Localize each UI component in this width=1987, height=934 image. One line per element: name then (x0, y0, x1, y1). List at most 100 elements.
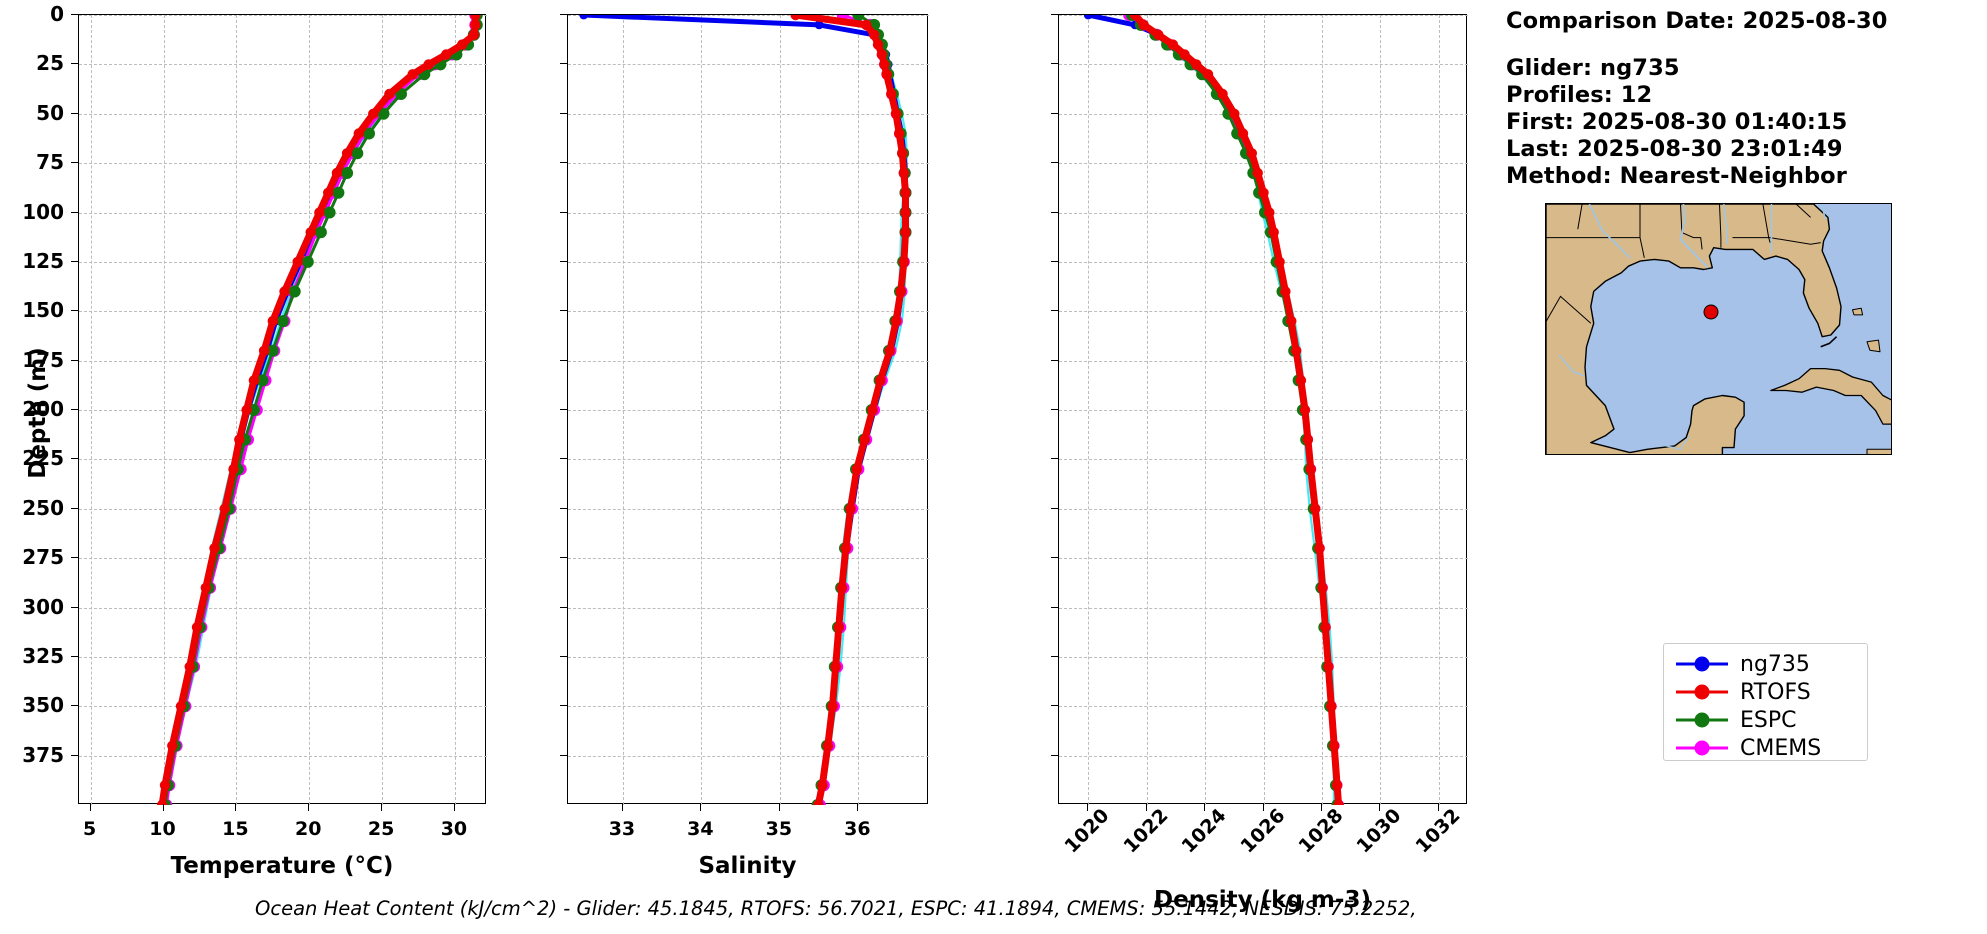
x-tick-label: 10 (149, 818, 176, 840)
x-tick-label: 1020 (1060, 804, 1114, 858)
y-tick-mark (71, 162, 78, 164)
ocean-heat-content-caption: Ocean Heat Content (kJ/cm^2) - Glider: 4… (255, 897, 1417, 920)
y-tick-label: 325 (22, 643, 64, 668)
grid-line-horizontal (79, 163, 487, 165)
map-lat-tick-mark (1545, 254, 1546, 256)
grid-line-horizontal (79, 607, 487, 609)
y-tick-mark (71, 557, 78, 559)
map-lat-tick-mark (1545, 406, 1546, 408)
series-canvas (156, 15, 483, 805)
y-tick-mark (1051, 14, 1058, 15)
x-tick-label: 34 (687, 818, 714, 840)
y-tick-label: 50 (36, 100, 64, 125)
y-tick-mark (71, 260, 78, 262)
y-tick-mark (560, 112, 567, 114)
y-tick-mark (71, 606, 78, 608)
y-tick-mark (560, 162, 567, 164)
y-tick-label: 125 (22, 248, 64, 273)
y-tick-label: 350 (22, 693, 64, 718)
y-tick-mark (1051, 162, 1058, 164)
map-lat-minor-tick (1545, 380, 1546, 382)
y-tick-mark (560, 507, 567, 509)
y-tick-mark (560, 655, 567, 657)
grid-line-horizontal (79, 706, 487, 708)
grid-line-horizontal (79, 459, 487, 461)
y-tick-label: 150 (22, 298, 64, 323)
y-tick-mark (560, 557, 567, 559)
grid-line-horizontal (568, 607, 929, 609)
map-lat-minor-tick (1545, 280, 1546, 282)
series-line-ng735 (583, 15, 908, 805)
grid-line-horizontal (79, 261, 487, 263)
legend-item-ng735[interactable]: ng735 (1664, 650, 1867, 678)
map-lon-tick-mark (1654, 203, 1656, 204)
map-lon-minor-tick (1806, 203, 1808, 204)
y-tick-mark (560, 14, 567, 15)
x-tick-mark (89, 804, 91, 811)
legend-label: ng735 (1740, 651, 1810, 677)
map-lon-tick-mark (1611, 203, 1613, 204)
series-line-rtofs (158, 15, 479, 805)
series-canvas (579, 15, 912, 805)
y-tick-mark (71, 655, 78, 657)
x-tick-label: 1026 (1236, 804, 1289, 858)
grid-line-horizontal (79, 15, 487, 16)
map-lon-minor-tick (1676, 203, 1678, 204)
x-axis-title-1: Temperature (°C) (170, 853, 394, 879)
legend-marker-icon (1676, 710, 1728, 730)
grid-line-horizontal (568, 113, 929, 115)
glider-location-marker[interactable] (1703, 304, 1719, 320)
map-lon-minor-tick (1633, 203, 1635, 204)
x-tick-mark (1145, 804, 1147, 811)
grid-line-horizontal (1059, 360, 1468, 362)
grid-line-horizontal (568, 656, 929, 658)
map-lon-minor-tick (1763, 203, 1765, 204)
grid-line-horizontal (568, 558, 929, 560)
grid-line-horizontal (568, 508, 929, 510)
y-tick-mark (71, 14, 78, 15)
grid-line-horizontal (568, 212, 929, 214)
legend-item-cmems[interactable]: CMEMS (1664, 734, 1867, 762)
y-tick-label: 375 (22, 742, 64, 767)
map-lat-tick-mark (1545, 355, 1546, 357)
grid-line-horizontal (1059, 15, 1468, 16)
legend-label: ESPC (1740, 707, 1797, 733)
grid-line-horizontal (568, 755, 929, 757)
y-tick-mark (71, 705, 78, 707)
x-tick-mark (778, 804, 780, 811)
legend-item-rtofs[interactable]: RTOFS (1664, 678, 1867, 706)
grid-line-horizontal (568, 360, 929, 362)
grid-line-horizontal (79, 656, 487, 658)
map-lon-minor-tick (1850, 203, 1852, 204)
grid-line-horizontal (1059, 64, 1468, 66)
grid-line-horizontal (568, 311, 929, 313)
y-tick-mark (560, 310, 567, 312)
grid-line-horizontal (79, 558, 487, 560)
x-tick-mark (1379, 804, 1381, 811)
map-lon-tick-mark (1828, 203, 1830, 204)
y-tick-mark (1051, 606, 1058, 608)
y-tick-mark (71, 458, 78, 460)
grid-line-horizontal (568, 261, 929, 263)
x-tick-mark (1320, 804, 1322, 811)
y-tick-mark (560, 754, 567, 756)
plot-axes-3 (1058, 14, 1468, 805)
map-lon-minor-tick (1720, 203, 1722, 204)
glider-line: Glider: ng735 (1506, 55, 1680, 81)
y-tick-mark (1051, 63, 1058, 65)
map-frame[interactable]: 18°N21°N24°N27°N30°N33°N99°W96°W93°W90°W… (1545, 203, 1892, 455)
method-line: Method: Nearest-Neighbor (1506, 163, 1847, 189)
y-tick-label: 75 (36, 150, 64, 175)
y-tick-label: 175 (22, 347, 64, 372)
x-tick-label: 20 (294, 818, 322, 840)
legend-marker-icon (1676, 654, 1728, 674)
y-tick-mark (1051, 359, 1058, 361)
y-axis-title: Depth (m) (25, 347, 51, 479)
legend-item-espc[interactable]: ESPC (1664, 706, 1867, 734)
y-tick-mark (71, 112, 78, 114)
y-tick-mark (560, 359, 567, 361)
y-tick-label: 100 (22, 199, 64, 224)
grid-line-horizontal (568, 706, 929, 708)
y-tick-mark (1051, 705, 1058, 707)
y-tick-mark (71, 754, 78, 756)
